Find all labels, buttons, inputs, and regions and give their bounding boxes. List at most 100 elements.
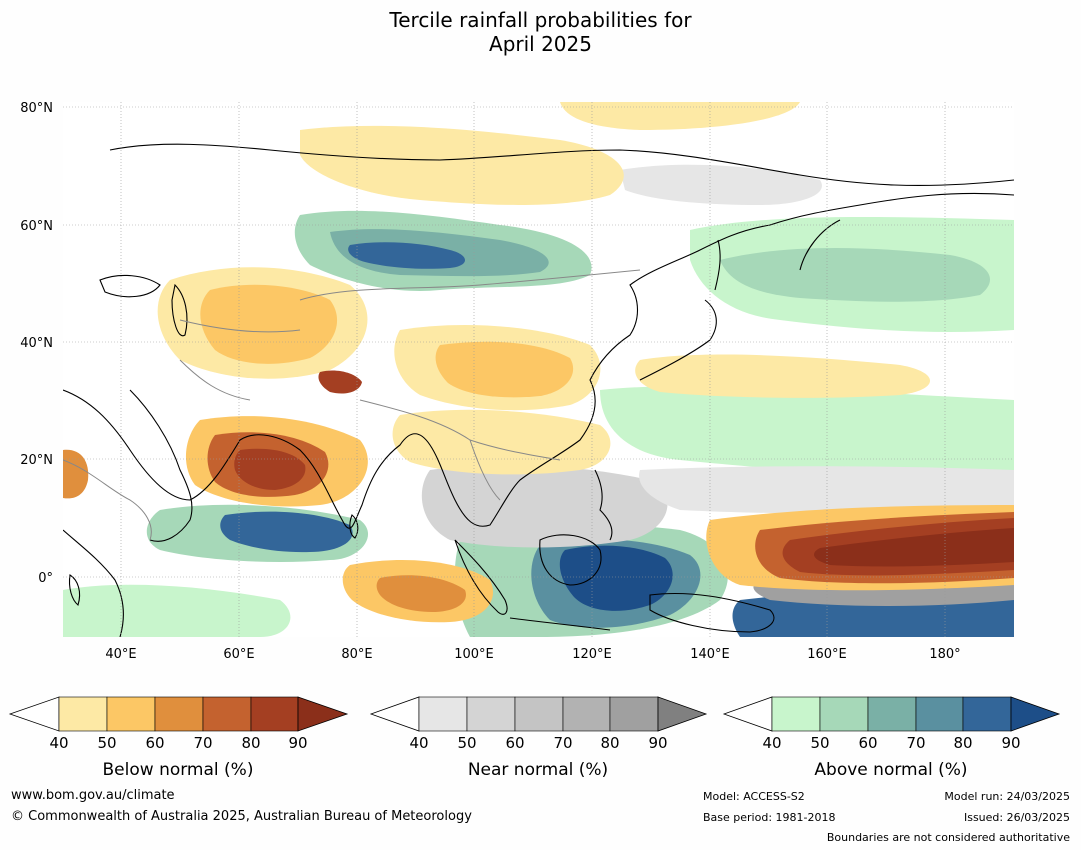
lon-label-120e: 120°E: [572, 647, 612, 662]
lon-label-60e: 60°E: [223, 647, 254, 662]
region-pacific-grey: [639, 466, 1014, 514]
lat-label-80n: 80°N: [20, 101, 53, 116]
map-panel[interactable]: [63, 102, 1014, 637]
below-normal-regions: [63, 102, 1014, 623]
colorbar-above-normal: 40 50 60 70 80 90 Above normal (%): [722, 696, 1061, 780]
colorbar-below-segment-1: [58, 696, 108, 732]
colorbar-above-upper-extend: [1010, 696, 1061, 732]
lon-label-100e: 100°E: [454, 647, 494, 662]
colorbar-near-label: Near normal (%): [468, 760, 608, 780]
colorbar-below-tick-80: 80: [241, 734, 260, 752]
footer-model: Model: ACCESS-S2: [703, 790, 805, 803]
lon-label-40e: 40°E: [105, 647, 136, 662]
lon-label-140e: 140°E: [690, 647, 730, 662]
colorbar-below-tick-90: 90: [288, 734, 307, 752]
gridlines: [63, 102, 1014, 637]
coast-arctic: [109, 143, 1014, 186]
colorbar-near-lower-extend: [369, 696, 420, 732]
coast-africa-east: [63, 529, 124, 637]
colorbar-above-tick-40: 40: [762, 734, 781, 752]
colorbar-above-segment-5: [962, 696, 1012, 732]
colorbar-below-normal: 40 50 60 70 80 90 Below normal (%): [8, 696, 349, 780]
colorbar-near-upper-extend: [657, 696, 708, 732]
colorbar-near-tick-90: 90: [648, 734, 667, 752]
border-iran: [179, 359, 251, 401]
latitude-labels: 80°N 60°N 40°N 20°N 0°: [20, 101, 53, 586]
colorbar-below-tick-40: 40: [49, 734, 68, 752]
colorbar-below-tick-60: 60: [145, 734, 164, 752]
lon-label-160e: 160°E: [807, 647, 847, 662]
colorbar-above-segment-1: [771, 696, 821, 732]
colorbar-above-tick-90: 90: [1001, 734, 1020, 752]
region-arctic-yellow: [560, 102, 800, 130]
colorbar-above-tick-80: 80: [953, 734, 972, 752]
region-se-asia-grey: [421, 464, 668, 548]
region-kashmir-brown: [318, 370, 362, 394]
coast-japan: [639, 299, 717, 381]
colorbar-below-lower-extend: [8, 696, 60, 732]
colorbar-below-tick-50: 50: [97, 734, 116, 752]
coast-sri-lanka: [349, 514, 359, 539]
colorbar-below-segment-3: [154, 696, 204, 732]
region-china-orange: [435, 341, 574, 398]
title-line-2: April 2025: [489, 32, 592, 56]
colorbar-near-segment-4: [562, 696, 611, 732]
lat-label-60n: 60°N: [20, 219, 53, 234]
region-south-china-yellow: [392, 409, 611, 475]
region-pacific-north-teal: [720, 248, 990, 302]
region-pacific-mid-green: [600, 385, 1014, 475]
colorbar-below-segment-4: [202, 696, 252, 732]
region-indian-ocean-south-green: [63, 584, 291, 637]
border-china-south: [359, 399, 561, 461]
coast-new-guinea: [649, 592, 775, 633]
region-arabian-sea-blue: [220, 511, 353, 553]
colorbar-near-segment-3: [514, 696, 564, 732]
colorbar-near-tick-50: 50: [457, 734, 476, 752]
region-persia-orange: [200, 284, 338, 364]
lon-label-80e: 80°E: [341, 647, 372, 662]
coastlines: [63, 143, 1014, 637]
colorbar-below-upper-extend: [297, 696, 349, 732]
footer-disclaimer: Boundaries are not considered authoritat…: [826, 831, 1070, 844]
lat-label-20n: 20°N: [20, 453, 53, 468]
border-africa: [63, 459, 152, 541]
longitude-labels: 40°E 60°E 80°E 100°E 120°E 140°E 160°E 1…: [105, 647, 960, 662]
colorbar-above-segment-3: [867, 696, 917, 732]
colorbar-near-normal: 40 50 60 70 80 90 Near normal (%): [369, 696, 708, 780]
coast-madagascar: [68, 574, 81, 606]
footer-model-run: Model run: 24/03/2025: [944, 790, 1070, 803]
coast-black-sea: [99, 274, 161, 298]
colorbar-below-label: Below normal (%): [103, 760, 254, 780]
region-siberia-yellow: [300, 125, 624, 205]
region-mongolia-blue: [348, 242, 465, 269]
footer-base-period: Base period: 1981-2018: [703, 811, 836, 824]
coast-java: [509, 617, 611, 631]
footer-url[interactable]: www.bom.gov.au/climate: [11, 788, 175, 803]
colorbar-above-tick-50: 50: [810, 734, 829, 752]
colorbar-above-lower-extend: [722, 696, 773, 732]
lon-label-180: 180°: [929, 647, 960, 662]
colorbar-above-label: Above normal (%): [814, 760, 967, 780]
colorbar-near-segment-5: [609, 696, 659, 732]
coast-sakhalin: [714, 239, 721, 291]
coast-caspian: [171, 283, 188, 337]
country-borders: [63, 269, 641, 541]
coast-arabia-india: [63, 192, 1014, 529]
map-title: Tercile rainfall probabilities for April…: [0, 8, 1081, 56]
border-china-north: [299, 269, 641, 301]
region-indian-ocean-darkorange: [376, 575, 466, 612]
coast-kamchatka: [799, 219, 841, 271]
colorbar-below-tick-70: 70: [193, 734, 212, 752]
colorbar-near-tick-60: 60: [505, 734, 524, 752]
region-maritime-darkblue: [559, 545, 673, 611]
colorbar-above-tick-60: 60: [858, 734, 877, 752]
colorbar-below-segment-2: [106, 696, 156, 732]
region-arctic-grey: [620, 164, 822, 205]
colorbar-near-segment-2: [466, 696, 516, 732]
lat-label-0: 0°: [38, 571, 53, 586]
colorbar-above-tick-70: 70: [906, 734, 925, 752]
region-west-africa-orange: [63, 449, 89, 499]
colorbar-near-segment-1: [418, 696, 468, 732]
coast-borneo: [539, 534, 602, 586]
